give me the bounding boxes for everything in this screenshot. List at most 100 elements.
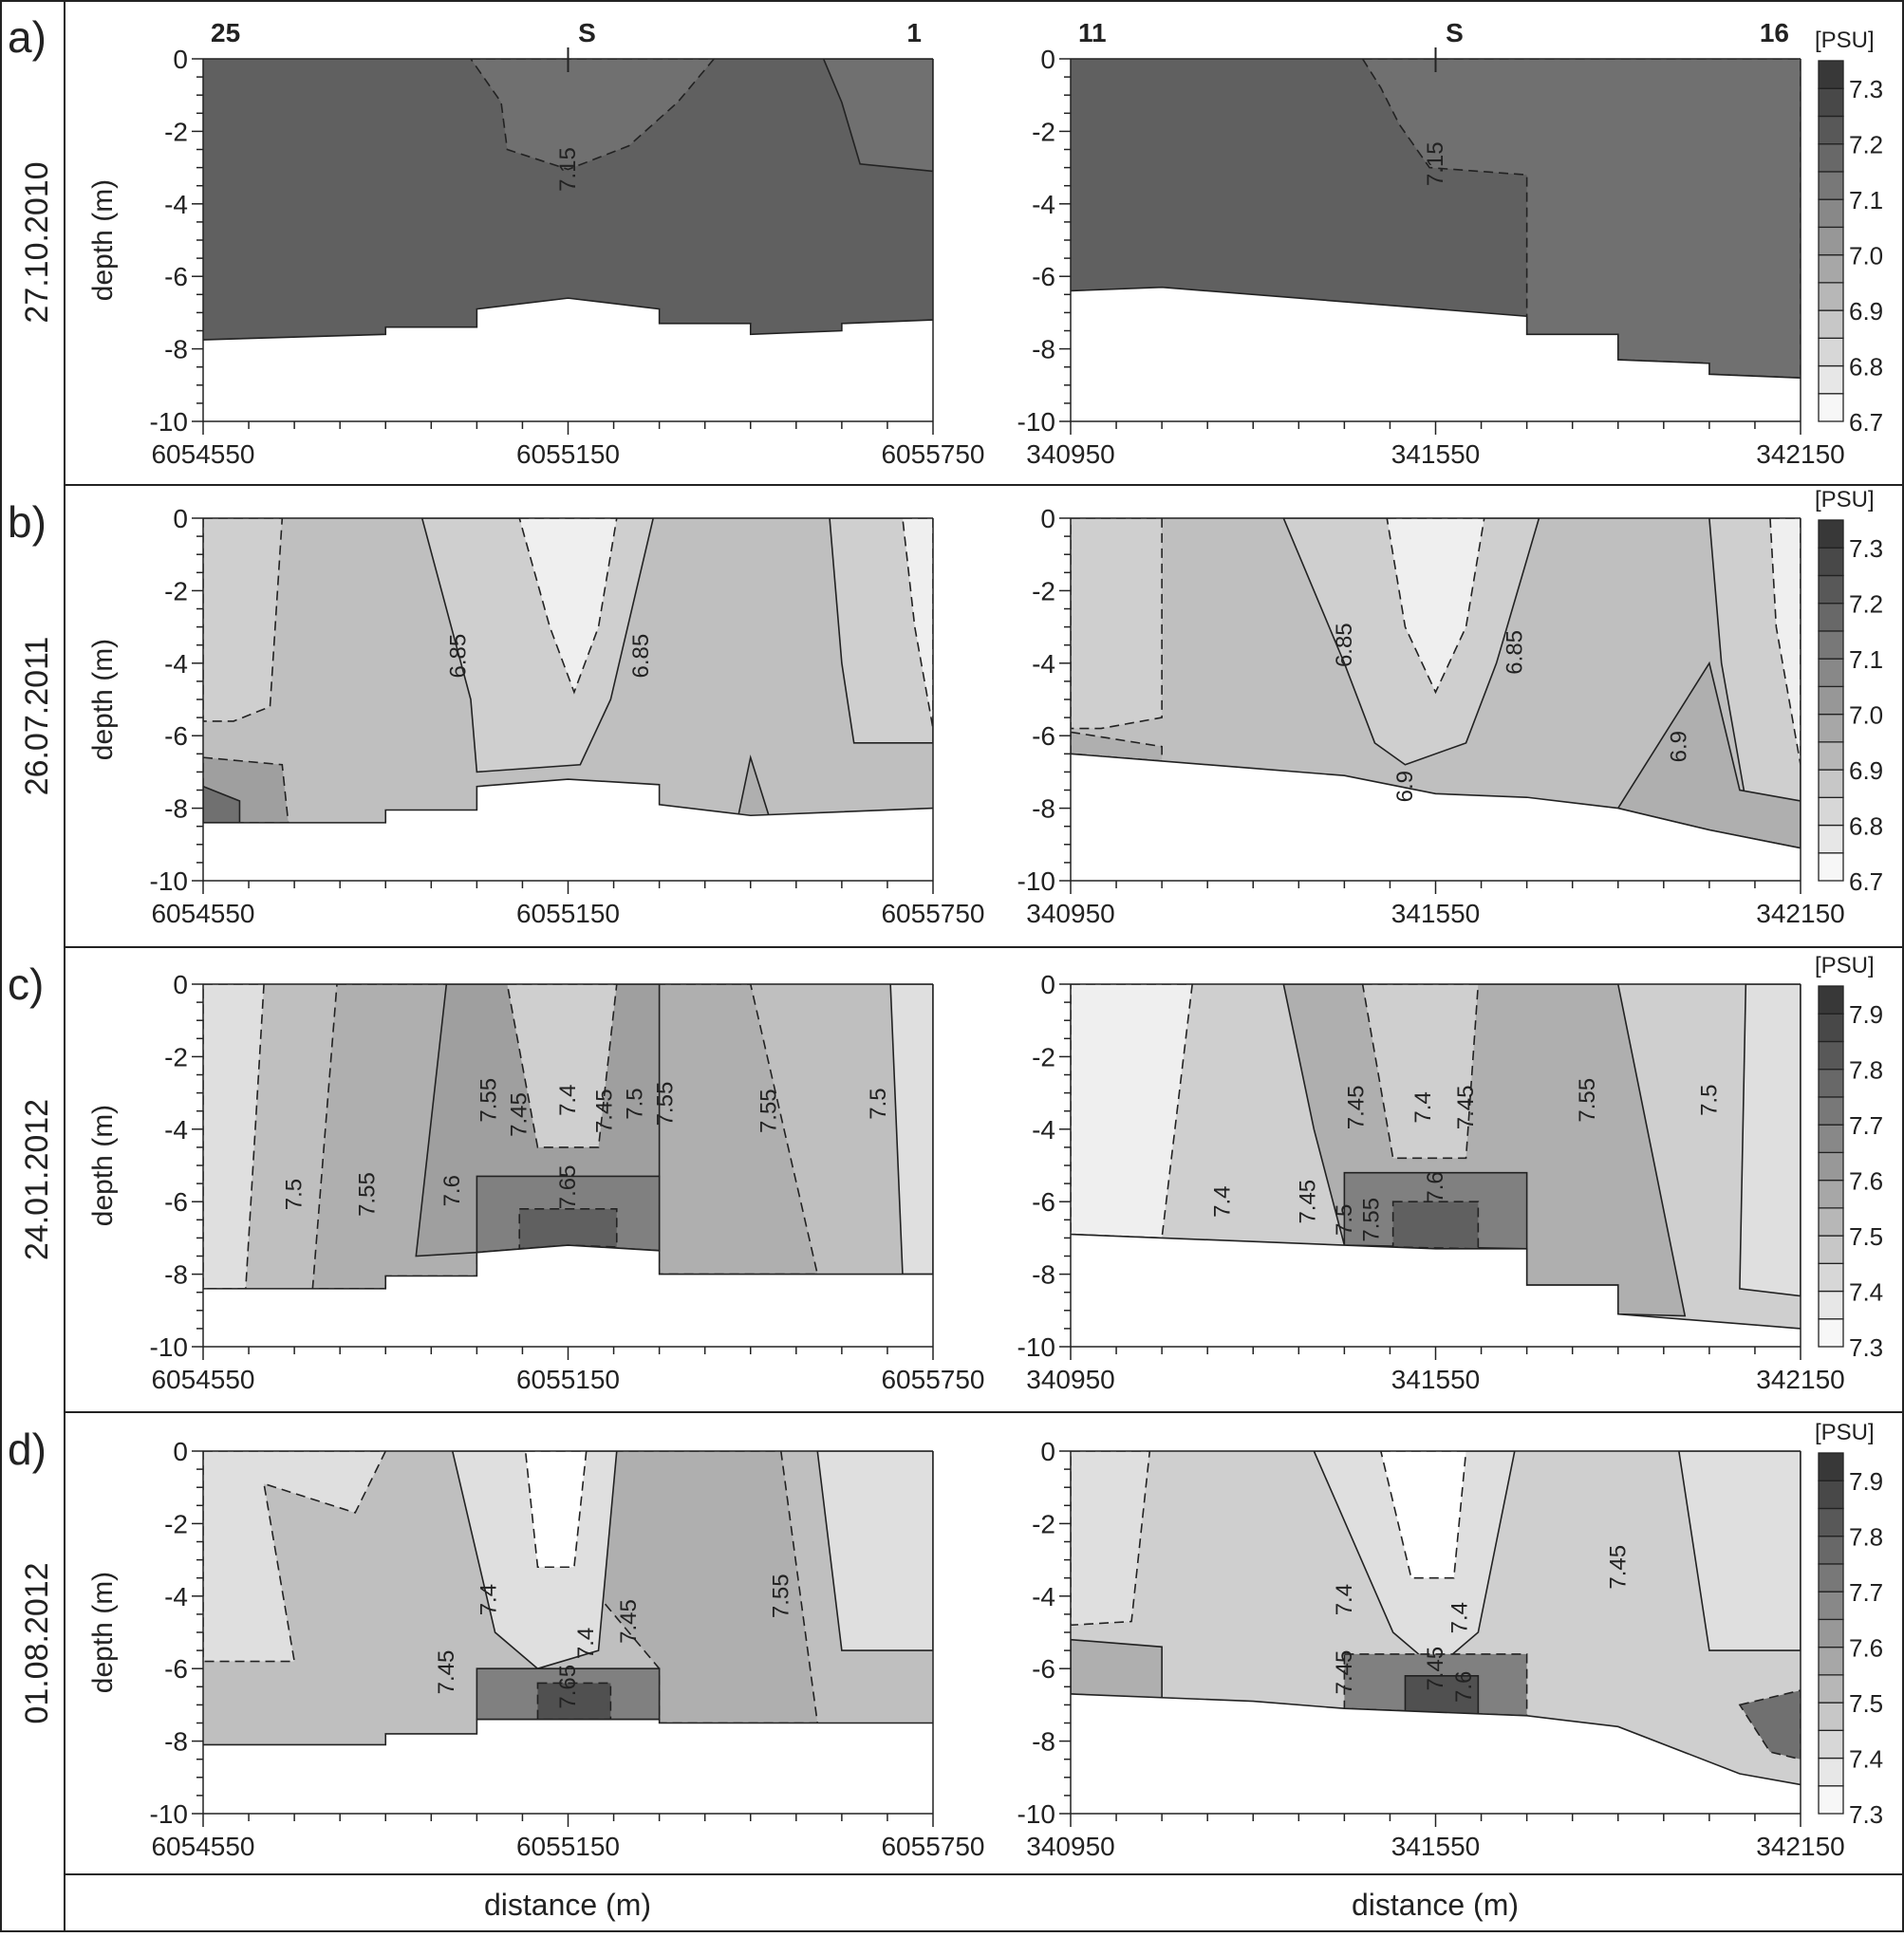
x-tick-label: 6055750 xyxy=(881,1832,984,1861)
y-tick-label: 0 xyxy=(173,504,188,533)
colorbar-bin xyxy=(1818,658,1844,688)
colorbar-bin xyxy=(1818,824,1844,854)
x-tick-label: 340950 xyxy=(1026,899,1114,928)
colorbar-unit: [PSU] xyxy=(1815,1420,1875,1445)
colorbar-bin xyxy=(1818,1618,1844,1648)
contour-label: 7.55 xyxy=(1575,1078,1600,1123)
ylabel: depth (m) xyxy=(87,1572,119,1693)
contour-region xyxy=(1071,1638,1163,1701)
contour-label: 7.55 xyxy=(1359,1198,1385,1242)
colorbar: [PSU] 7.3 7.2 7.1 7.0 6.9 6.8 6.7 xyxy=(1815,487,1883,896)
y-tick-label: 0 xyxy=(1040,45,1055,74)
x-tick-label: 6054550 xyxy=(151,1365,254,1394)
contour-regions xyxy=(1071,518,1801,848)
panel-c: c) 24.01.2012 depth (m) 0 -2 -4 -6 -8 -10 6054550… xyxy=(8,953,1904,1413)
colorbar: [PSU] 7.9 7.8 7.7 7.6 7.5 7.4 7.3 xyxy=(1815,953,1883,1362)
colorbar-bin xyxy=(1818,226,1844,256)
station-label: 16 xyxy=(1760,18,1789,47)
colorbar-bin xyxy=(1818,87,1844,118)
y-tick-label: -8 xyxy=(164,335,188,364)
colorbar-tick-label: 7.6 xyxy=(1849,1167,1883,1196)
contour-label: 7.65 xyxy=(555,1665,581,1709)
x-tick-label: 6055750 xyxy=(881,1365,984,1394)
colorbar-bin xyxy=(1818,198,1844,229)
colorbar-bin xyxy=(1818,1013,1844,1043)
y-tick-label: -10 xyxy=(1017,866,1055,896)
colorbar-tick-label: 6.9 xyxy=(1849,756,1883,785)
y-tick-label: -4 xyxy=(164,190,188,219)
xlabel-left: distance (m) xyxy=(484,1888,651,1922)
seabed-line xyxy=(1070,286,1801,379)
colorbar-bin xyxy=(1818,713,1844,743)
contour-label: 7.4 xyxy=(573,1628,599,1659)
x-tick-label: 6054550 xyxy=(151,899,254,928)
y-tick-label: -8 xyxy=(164,1727,188,1757)
colorbar-bin xyxy=(1818,1151,1844,1182)
colorbar-bin xyxy=(1818,282,1844,311)
colorbar-tick-label: 7.9 xyxy=(1849,1467,1883,1496)
colorbar-tick-label: 6.9 xyxy=(1849,297,1883,326)
y-tick-label: -2 xyxy=(164,576,188,605)
contour-label: 7.45 xyxy=(1332,1650,1357,1695)
contour-regions xyxy=(469,59,933,173)
colorbar-tick-label: 7.8 xyxy=(1849,1056,1883,1085)
colorbar-bin xyxy=(1818,1040,1844,1071)
colorbar-bin xyxy=(1818,1674,1844,1704)
contour-label: 6.85 xyxy=(446,634,472,679)
y-tick-label: 0 xyxy=(173,45,188,74)
colorbar-tick-label: 6.8 xyxy=(1849,812,1883,841)
y-tick-label: -6 xyxy=(164,262,188,291)
seabed-line xyxy=(203,1718,933,1746)
colorbar-bin xyxy=(1818,1702,1844,1731)
contour-label: 7.5 xyxy=(866,1088,891,1119)
y-tick-label: -6 xyxy=(1032,721,1055,751)
colorbar-bin xyxy=(1818,741,1844,771)
y-tick-label: -6 xyxy=(164,1187,188,1217)
section-left: 0 -2 -4 -6 -8 -10 6054550 6055150 6055750 7.4 7.4 7… xyxy=(150,1437,985,1861)
colorbar-unit: [PSU] xyxy=(1815,487,1875,512)
y-tick-label: -6 xyxy=(1032,1187,1055,1217)
colorbar-bin xyxy=(1818,1452,1844,1481)
contour-regions xyxy=(203,984,933,1289)
seabed-line xyxy=(202,297,934,341)
colorbar-tick-label: 7.1 xyxy=(1849,186,1883,214)
water-column-fill xyxy=(203,59,933,341)
station-label: 25 xyxy=(211,18,240,47)
y-tick-label: -8 xyxy=(164,1260,188,1290)
x-tick-label: 6054550 xyxy=(151,1832,254,1861)
contour-region xyxy=(902,518,933,729)
x-tick-label: 6055150 xyxy=(516,899,620,928)
y-tick-label: -2 xyxy=(164,1042,188,1071)
panel-b: b) 26.07.2011 depth (m) 0 -2 -4 -6 -8 -10 6054550… xyxy=(8,487,1904,948)
contour-label: 6.9 xyxy=(1666,731,1691,762)
contour-region xyxy=(518,518,618,695)
colorbar-bin xyxy=(1818,796,1844,827)
colorbar-bin xyxy=(1818,519,1844,549)
contour-region xyxy=(506,984,618,1148)
colorbar: [PSU] 7.3 7.2 7.1 7.0 6.9 6.8 6.7 xyxy=(1815,28,1883,437)
seabed-line xyxy=(203,1244,933,1290)
colorbar-tick-label: 7.5 xyxy=(1849,1689,1883,1718)
contour-regions xyxy=(1071,984,1801,1317)
panel-date: 27.10.2010 xyxy=(19,161,55,323)
colorbar-bin xyxy=(1818,852,1844,882)
contour-label: 7.5 xyxy=(622,1088,647,1119)
seabed-line xyxy=(1070,1233,1801,1330)
contour-label: 7.45 xyxy=(507,1092,532,1137)
panel-date: 24.01.2012 xyxy=(19,1099,55,1260)
contour-label: 7.55 xyxy=(756,1089,781,1133)
colorbar-tick-label: 7.2 xyxy=(1849,590,1883,619)
x-tick-label: 341550 xyxy=(1391,1365,1480,1394)
y-tick-label: -6 xyxy=(164,1654,188,1684)
colorbar-bin xyxy=(1818,309,1844,339)
contour-region xyxy=(1738,1689,1801,1760)
y-tick-label: -8 xyxy=(1032,794,1055,824)
colorbar-tick-label: 7.3 xyxy=(1849,1800,1883,1829)
contour-label: 7.5 xyxy=(1332,1204,1357,1236)
colorbar-tick-label: 7.1 xyxy=(1849,645,1883,674)
y-tick-label: -2 xyxy=(1032,1042,1055,1071)
section-left: 0 -2 -4 -6 -8 -10 6054550 6055150 6055750 6.85 6.8… xyxy=(150,504,985,928)
station-label: S xyxy=(578,18,596,47)
x-tick-label: 341550 xyxy=(1391,1832,1480,1861)
